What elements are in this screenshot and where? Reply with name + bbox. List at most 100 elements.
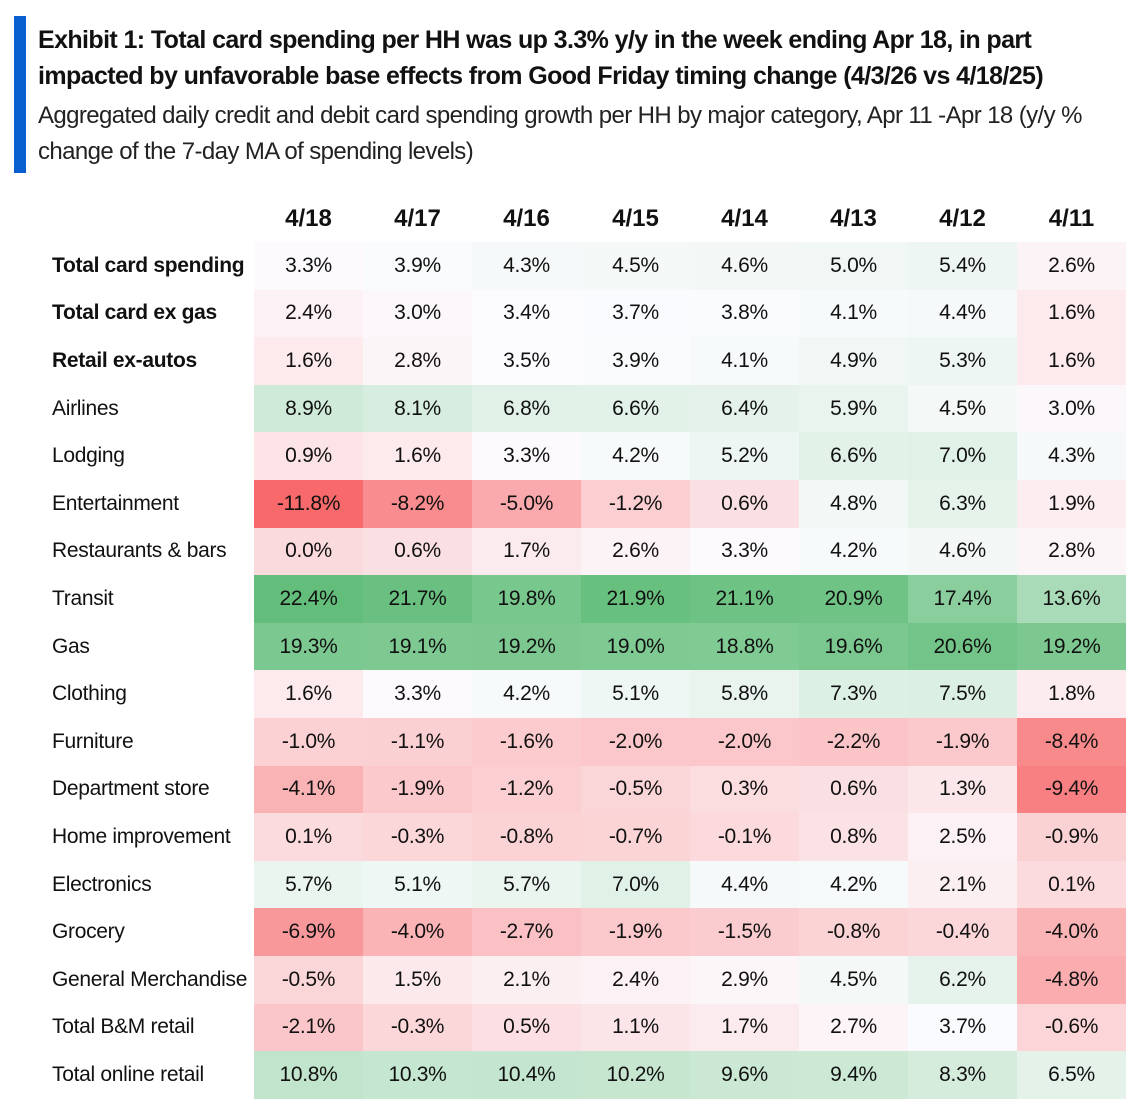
row-label: Grocery xyxy=(52,920,125,944)
row-label: Total card ex gas xyxy=(52,301,217,325)
heatmap-cell: 4.6% xyxy=(908,527,1017,576)
heatmap-cell: 2.6% xyxy=(581,527,690,576)
heatmap-cell: 4.8% xyxy=(799,479,908,528)
heatmap-cell: 8.9% xyxy=(254,384,363,433)
heatmap-cell: 4.6% xyxy=(690,242,799,290)
heatmap-cell: 1.6% xyxy=(254,670,363,718)
heatmap-cell: -0.7% xyxy=(581,813,690,861)
heatmap-cell: 0.3% xyxy=(690,765,799,814)
heatmap-cell: -4.0% xyxy=(1017,908,1126,956)
column-header: 4/13 xyxy=(830,205,877,232)
row-label: Department store xyxy=(52,777,210,801)
heatmap-cell: 0.6% xyxy=(363,527,472,576)
heatmap-cell: 7.3% xyxy=(799,670,908,718)
table-row: Furniture -1.0% -1.1% -1.6% -2.0% -2.0% -2.2% -… xyxy=(44,717,1126,766)
heatmap-cell: 4.2% xyxy=(472,670,581,718)
heatmap-cell: 4.2% xyxy=(799,527,908,576)
table-row: Lodging 0.9% 1.6% 3.3% 4.2% 5.2% 6.6% 7.0% 4.3% xyxy=(44,432,1126,480)
column-header: 4/12 xyxy=(939,205,986,232)
heatmap-cell: 3.3% xyxy=(472,432,581,480)
heatmap-cell: -1.6% xyxy=(472,717,581,766)
row-label: General Merchandise xyxy=(52,967,248,991)
table-row: Total B&M retail -2.1% -0.3% 0.5% 1.1% 1.7% 2.… xyxy=(44,1003,1126,1052)
heatmap-cell: 6.4% xyxy=(690,384,799,433)
heatmap-cell: -1.9% xyxy=(363,765,472,814)
heatmap-cell: 4.3% xyxy=(1017,432,1126,480)
heatmap-cell: -0.6% xyxy=(1017,1003,1126,1052)
heatmap-cell: 3.5% xyxy=(472,337,581,385)
heatmap-cell: 3.4% xyxy=(472,289,581,338)
heatmap-cell: 1.6% xyxy=(1017,337,1126,385)
column-header: 4/11 xyxy=(1048,205,1095,232)
heatmap-cell: -1.5% xyxy=(690,908,799,956)
row-label: Entertainment xyxy=(52,491,179,515)
heatmap-cell: 19.2% xyxy=(472,622,581,671)
column-header: 4/16 xyxy=(503,205,550,232)
heatmap-cell: -0.5% xyxy=(581,765,690,814)
heatmap-cell: 6.6% xyxy=(581,384,690,433)
row-label: Lodging xyxy=(52,444,125,468)
heatmap-cell: 2.5% xyxy=(908,813,1017,861)
heatmap-cell: 7.0% xyxy=(581,860,690,909)
heatmap-cell: 20.6% xyxy=(908,622,1017,671)
heatmap-cell: 6.8% xyxy=(472,384,581,433)
heatmap-cell: -0.3% xyxy=(363,813,472,861)
heatmap-cell: 20.9% xyxy=(799,575,908,623)
table-row: Clothing 1.6% 3.3% 4.2% 5.1% 5.8% 7.3% 7.5% 1.8% xyxy=(44,670,1126,718)
heatmap-cell: 2.4% xyxy=(254,289,363,338)
heatmap-cell: -0.3% xyxy=(363,1003,472,1052)
heatmap-cell: 0.1% xyxy=(254,813,363,861)
heatmap-cell: 19.8% xyxy=(472,575,581,623)
heatmap-cell: -1.9% xyxy=(581,908,690,956)
heatmap-cell: 13.6% xyxy=(1017,575,1126,623)
heatmap-cell: 19.1% xyxy=(363,622,472,671)
row-label: Electronics xyxy=(52,872,152,896)
accent-bar xyxy=(14,16,26,173)
heatmap-cell: 3.0% xyxy=(1017,384,1126,433)
heatmap-cell: 0.5% xyxy=(472,1003,581,1052)
heatmap-cell: -0.4% xyxy=(908,908,1017,956)
corner-cell xyxy=(44,196,254,242)
heatmap-cell: 4.5% xyxy=(799,955,908,1004)
table-row: Transit 22.4% 21.7% 19.8% 21.9% 21.1% 20.9% 17.… xyxy=(44,575,1126,623)
column-header: 4/18 xyxy=(285,205,332,232)
heatmap-cell: 4.1% xyxy=(690,337,799,385)
heatmap-cell: 21.9% xyxy=(581,575,690,623)
heatmap-cell: 5.7% xyxy=(472,860,581,909)
heatmap-cell: -4.0% xyxy=(363,908,472,956)
heatmap-cell: 1.5% xyxy=(363,955,472,1004)
table-row: Department store -4.1% -1.9% -1.2% -0.5% 0.3%… xyxy=(44,765,1126,814)
table-row: Grocery -6.9% -4.0% -2.7% -1.9% -1.5% -0.8% -0.… xyxy=(44,908,1126,956)
row-label: Clothing xyxy=(52,682,127,706)
heatmap-cell: -4.8% xyxy=(1017,955,1126,1004)
exhibit-title: Exhibit 1: Total card spending per HH wa… xyxy=(38,26,1044,90)
heatmap-cell: -6.9% xyxy=(254,908,363,956)
heatmap-cell: -1.2% xyxy=(581,479,690,528)
heatmap-cell: 4.2% xyxy=(799,860,908,909)
heatmap-cell: 1.6% xyxy=(1017,289,1126,338)
table-row: Gas 19.3% 19.1% 19.2% 19.0% 18.8% 19.6% 20.6% 19… xyxy=(44,622,1126,671)
heatmap-cell: 2.1% xyxy=(472,955,581,1004)
table-body: Total card spending 3.3% 3.9% 4.3% 4.5% 4.6% 5… xyxy=(44,242,1126,1099)
exhibit-subtitle: Aggregated daily credit and debit card s… xyxy=(38,102,1082,165)
heatmap-cell: 5.9% xyxy=(799,384,908,433)
heatmap-cell: -1.9% xyxy=(908,717,1017,766)
heatmap-cell: 2.9% xyxy=(690,955,799,1004)
heatmap-cell: 1.6% xyxy=(254,337,363,385)
table-row: Entertainment -11.8% -8.2% -5.0% -1.2% 0.6% 4.… xyxy=(44,479,1126,528)
table-row: Electronics 5.7% 5.1% 5.7% 7.0% 4.4% 4.2% 2.1% 0… xyxy=(44,860,1126,909)
heatmap-cell: 19.6% xyxy=(799,622,908,671)
heatmap-cell: -0.9% xyxy=(1017,813,1126,861)
heatmap-cell: -0.8% xyxy=(799,908,908,956)
heatmap-cell: -11.8% xyxy=(254,479,363,528)
heatmap-cell: 21.7% xyxy=(363,575,472,623)
heatmap-cell: 3.3% xyxy=(690,527,799,576)
heatmap-cell: 19.3% xyxy=(254,622,363,671)
heatmap-cell: -1.2% xyxy=(472,765,581,814)
heatmap-cell: -0.8% xyxy=(472,813,581,861)
heatmap-cell: 22.4% xyxy=(254,575,363,623)
heatmap-cell: 4.3% xyxy=(472,242,581,290)
heatmap-cell: -5.0% xyxy=(472,479,581,528)
heatmap-cell: 0.8% xyxy=(799,813,908,861)
heatmap-cell: 3.0% xyxy=(363,289,472,338)
